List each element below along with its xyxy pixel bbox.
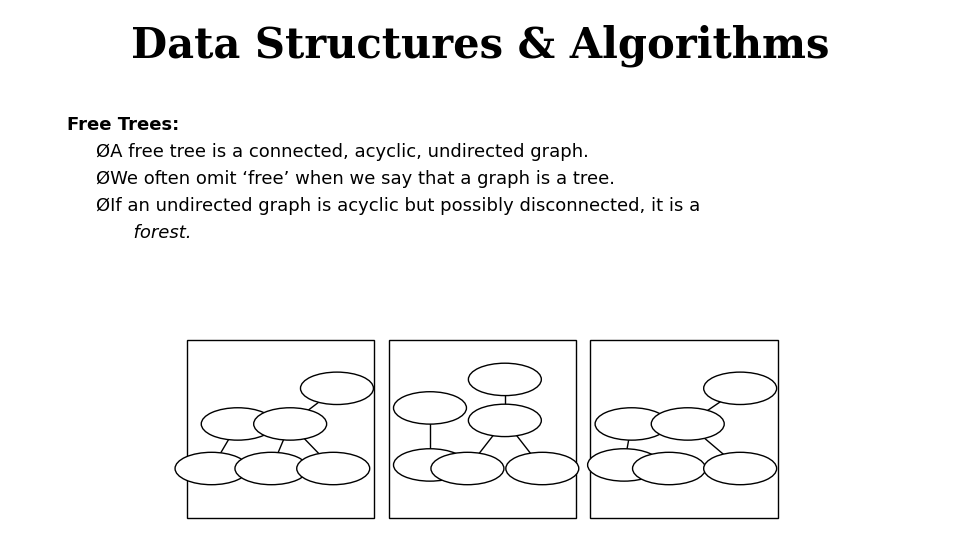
Ellipse shape	[175, 453, 248, 485]
Ellipse shape	[633, 453, 706, 485]
Ellipse shape	[431, 453, 504, 485]
Ellipse shape	[704, 372, 777, 404]
Ellipse shape	[704, 453, 777, 485]
Ellipse shape	[468, 363, 541, 396]
Ellipse shape	[235, 453, 308, 485]
Ellipse shape	[202, 408, 275, 440]
Text: ØIf an undirected graph is acyclic but possibly disconnected, it is a: ØIf an undirected graph is acyclic but p…	[96, 197, 700, 215]
Bar	[389, 340, 576, 518]
Ellipse shape	[588, 449, 660, 481]
Text: Free Trees:: Free Trees:	[67, 116, 180, 134]
Bar	[187, 340, 374, 518]
Ellipse shape	[651, 408, 724, 440]
Text: ØA free tree is a connected, acyclic, undirected graph.: ØA free tree is a connected, acyclic, un…	[96, 143, 588, 161]
Ellipse shape	[297, 453, 370, 485]
Bar	[590, 340, 778, 518]
Ellipse shape	[253, 408, 326, 440]
Text: Data Structures & Algorithms: Data Structures & Algorithms	[131, 24, 829, 67]
Ellipse shape	[506, 453, 579, 485]
Ellipse shape	[468, 404, 541, 436]
Ellipse shape	[394, 449, 467, 481]
Ellipse shape	[300, 372, 373, 404]
Text: ØWe often omit ‘free’ when we say that a graph is a tree.: ØWe often omit ‘free’ when we say that a…	[96, 170, 615, 188]
Ellipse shape	[394, 392, 467, 424]
Ellipse shape	[595, 408, 668, 440]
Text: forest.: forest.	[122, 224, 191, 242]
